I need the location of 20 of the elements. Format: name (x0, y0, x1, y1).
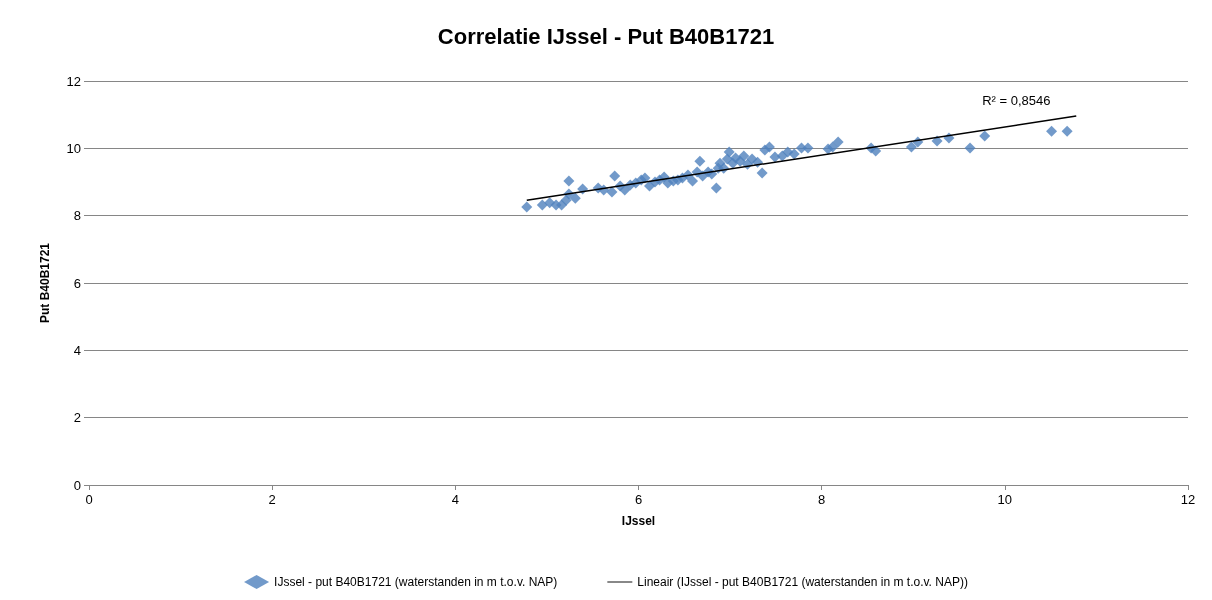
y-tick-label: 8 (73, 208, 81, 224)
y-tick-label: 0 (73, 477, 81, 493)
x-axis-title: IJssel (621, 514, 656, 528)
x-tick-label: 4 (451, 492, 459, 507)
y-tick-label: 2 (73, 410, 81, 426)
x-tick-label: 8 (818, 492, 826, 507)
annotation: R² = 0,8546 (982, 92, 1051, 108)
legend-label: Lineair (IJssel - put B40B1721 (waterstanden in m t.o.v. NAP)) (637, 575, 968, 589)
y-tick-label: 10 (66, 140, 81, 156)
x-tick-label: 6 (634, 492, 643, 507)
y-tick-label: 4 (73, 342, 81, 358)
chart-title: Correlatie IJssel - Put B40B1721 (437, 23, 775, 49)
legend-label: IJssel - put B40B1721 (waterstanden in m t.o.v. NAP) (274, 575, 558, 589)
x-tick-label: 12 (1180, 492, 1196, 507)
x-tick-label: 10 (997, 492, 1013, 507)
y-tick-label: 6 (73, 275, 81, 291)
x-tick-label: 0 (85, 492, 93, 507)
y-axis-title: Put B40B1721 (38, 242, 52, 324)
y-tick-label: 12 (66, 73, 81, 89)
x-tick-label: 2 (268, 492, 276, 507)
